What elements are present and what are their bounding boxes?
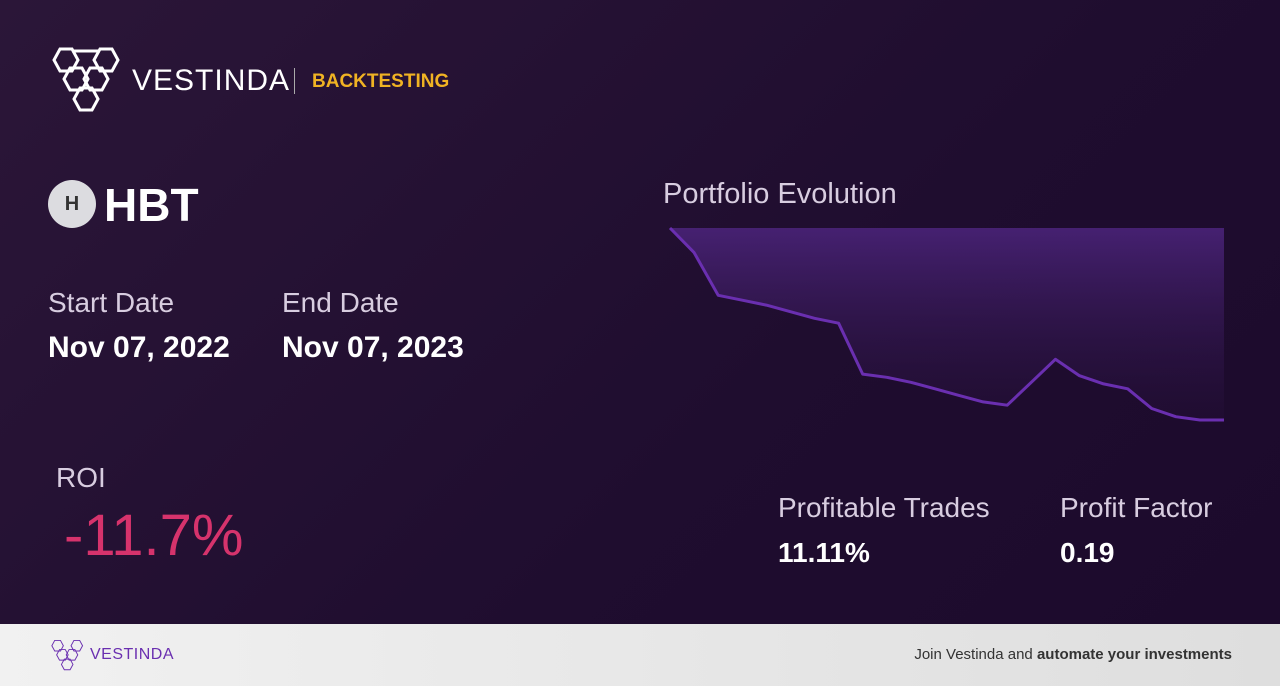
brand: VESTINDA <box>132 64 291 97</box>
footer-cta: Join Vestinda and automate your investme… <box>914 646 1232 663</box>
roi-value: -11.7% <box>64 503 244 568</box>
ticker: HBT <box>104 179 199 231</box>
divider <box>294 68 295 94</box>
line <box>668 226 1224 422</box>
area <box>670 228 1224 420</box>
footer: VESTINDA Join Vestinda and automate your… <box>0 624 1280 686</box>
stat-value: 11.11% <box>778 537 870 568</box>
end-date-label: End Date <box>282 287 399 318</box>
tag: BACKTESTING <box>312 71 450 92</box>
footer-brand: VESTINDA <box>90 646 175 663</box>
chart-title: Portfolio Evolution <box>663 178 897 210</box>
start-date-label: Start Date <box>48 287 175 318</box>
card: VESTINDA BACKTESTING H HBT Start Date No… <box>0 0 1280 624</box>
roi-label: ROI <box>56 462 106 493</box>
stat-value: 0.19 <box>1060 537 1115 568</box>
stat-label: Profitable Trades <box>778 492 990 523</box>
footer-logo <box>51 639 84 671</box>
footer-text: Join Vestinda and <box>914 646 1033 663</box>
asset-icon: H <box>48 180 96 228</box>
logo <box>52 47 120 112</box>
footer-bold: automate your investments <box>1036 646 1232 663</box>
start-date: Nov 07, 2022 <box>48 331 230 364</box>
end-date: Nov 07, 2023 <box>282 331 464 364</box>
stat-label: Profit Factor <box>1060 492 1213 523</box>
chart <box>668 226 1224 422</box>
